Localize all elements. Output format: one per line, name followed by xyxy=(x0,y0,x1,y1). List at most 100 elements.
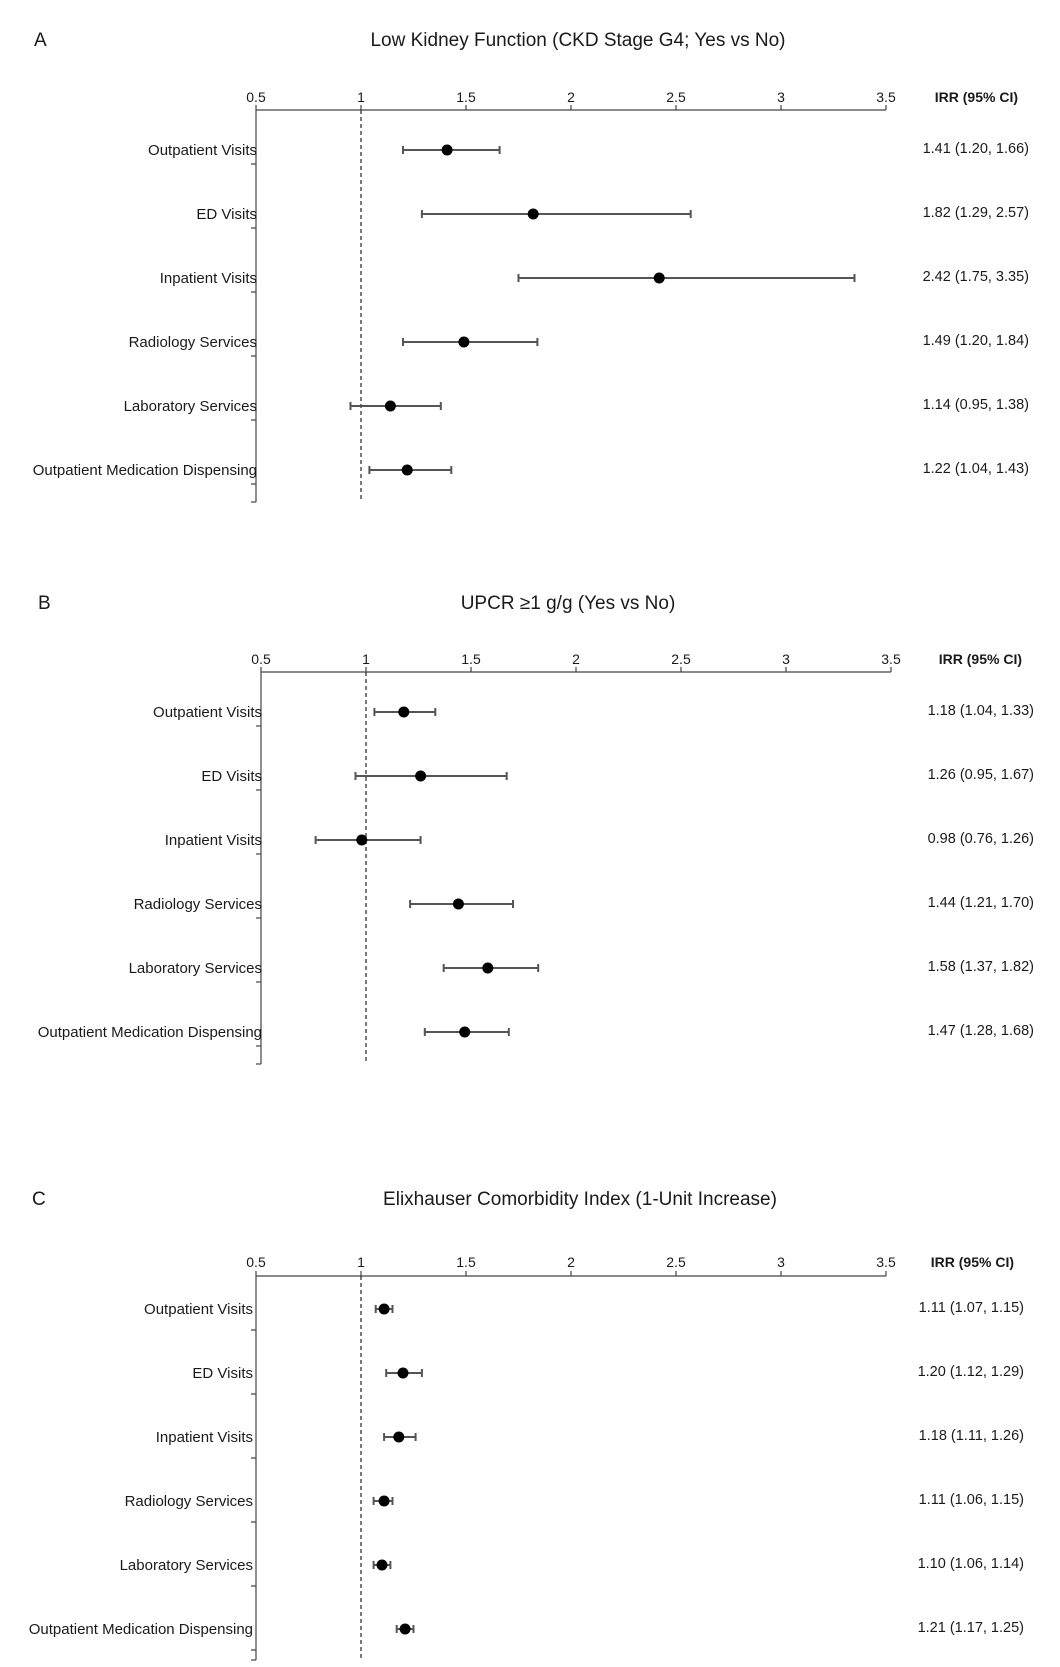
panel-title: Low Kidney Function (CKD Stage G4; Yes v… xyxy=(370,30,785,51)
category-label: Laboratory Services xyxy=(124,398,257,415)
panel-title: UPCR ≥1 g/g (Yes vs No) xyxy=(461,593,676,614)
forest-row: Radiology Services 1.11 (1.06, 1.15) xyxy=(125,1492,1024,1510)
category-label: Outpatient Medication Dispensing xyxy=(33,462,257,479)
point-estimate xyxy=(415,770,427,782)
x-tick-label: 0.5 xyxy=(251,651,271,667)
x-tick-label: 2.5 xyxy=(671,651,691,667)
point-estimate xyxy=(401,464,413,476)
x-tick-label: 1.5 xyxy=(461,651,481,667)
ci-value-label: 2.42 (1.75, 3.35) xyxy=(923,269,1029,285)
category-label: Radiology Services xyxy=(134,896,262,913)
forest-row: Radiology Services 1.44 (1.21, 1.70) xyxy=(134,895,1034,913)
point-estimate xyxy=(397,1367,409,1379)
category-label: Laboratory Services xyxy=(129,960,262,977)
forest-row: Outpatient Visits 1.18 (1.04, 1.33) xyxy=(153,703,1034,721)
point-estimate xyxy=(378,1495,390,1507)
category-label: ED Visits xyxy=(196,206,257,223)
x-tick-label: 2.5 xyxy=(666,1254,686,1270)
category-label: ED Visits xyxy=(192,1365,253,1382)
ci-value-label: 1.10 (1.06, 1.14) xyxy=(918,1556,1024,1572)
forest-row: Outpatient Medication Dispensing 1.47 (1.… xyxy=(38,1023,1034,1041)
point-estimate xyxy=(653,272,665,284)
forest-row: Outpatient Visits 1.11 (1.07, 1.15) xyxy=(144,1300,1024,1318)
forest-row: Inpatient Visits 2.42 (1.75, 3.35) xyxy=(160,269,1029,287)
panel-a: A Low Kidney Function (CKD Stage G4; Yes … xyxy=(33,30,1029,503)
ci-value-label: 1.26 (0.95, 1.67) xyxy=(928,767,1034,783)
point-estimate xyxy=(356,834,368,846)
ci-value-label: 1.18 (1.11, 1.26) xyxy=(919,1428,1024,1444)
x-tick-label: 2 xyxy=(567,89,575,105)
forest-row: Outpatient Visits 1.41 (1.20, 1.66) xyxy=(148,141,1029,159)
x-tick-label: 1.5 xyxy=(456,1254,476,1270)
panel-c: C Elixhauser Comorbidity Index (1-Unit In… xyxy=(29,1189,1024,1661)
point-estimate xyxy=(398,706,410,718)
x-tick-label: 3 xyxy=(777,89,785,105)
x-tick-label: 3.5 xyxy=(876,1254,896,1270)
point-estimate xyxy=(393,1431,405,1443)
x-tick-label: 3.5 xyxy=(876,89,896,105)
point-estimate xyxy=(482,962,494,974)
panel-label: B xyxy=(38,593,51,614)
point-estimate xyxy=(459,1026,471,1038)
ci-value-label: 1.82 (1.29, 2.57) xyxy=(923,205,1029,221)
forest-row: Radiology Services 1.49 (1.20, 1.84) xyxy=(129,333,1029,351)
forest-row: Outpatient Medication Dispensing 1.21 (1.… xyxy=(29,1620,1024,1638)
category-label: Outpatient Visits xyxy=(144,1301,253,1318)
category-label: Outpatient Visits xyxy=(148,142,257,159)
category-label: Inpatient Visits xyxy=(160,270,257,287)
x-tick-label: 3.5 xyxy=(881,651,901,667)
x-tick-label: 3 xyxy=(777,1254,785,1270)
category-label: Outpatient Medication Dispensing xyxy=(38,1024,262,1041)
point-estimate xyxy=(458,336,470,348)
ci-value-label: 1.49 (1.20, 1.84) xyxy=(923,333,1029,349)
forest-row: ED Visits 1.20 (1.12, 1.29) xyxy=(192,1364,1024,1382)
x-tick-label: 0.5 xyxy=(246,89,266,105)
point-estimate xyxy=(384,400,396,412)
category-label: Laboratory Services xyxy=(120,1557,253,1574)
ci-column-header: IRR (95% CI) xyxy=(939,651,1022,667)
point-estimate xyxy=(399,1623,411,1635)
forest-row: ED Visits 1.26 (0.95, 1.67) xyxy=(201,767,1034,785)
ci-value-label: 1.11 (1.06, 1.15) xyxy=(919,1492,1024,1508)
forest-row: Laboratory Services 1.58 (1.37, 1.82) xyxy=(129,959,1034,977)
ci-value-label: 1.44 (1.21, 1.70) xyxy=(928,895,1034,911)
point-estimate xyxy=(376,1559,388,1571)
panel-title: Elixhauser Comorbidity Index (1-Unit Inc… xyxy=(383,1189,777,1210)
ci-value-label: 1.18 (1.04, 1.33) xyxy=(928,703,1034,719)
category-label: Radiology Services xyxy=(125,1493,253,1510)
forest-row: ED Visits 1.82 (1.29, 2.57) xyxy=(196,205,1029,223)
category-label: Inpatient Visits xyxy=(165,832,262,849)
forest-row: Outpatient Medication Dispensing 1.22 (1.… xyxy=(33,461,1029,479)
forest-row: Inpatient Visits 1.18 (1.11, 1.26) xyxy=(156,1428,1024,1446)
panel-label: C xyxy=(32,1189,46,1210)
ci-value-label: 1.58 (1.37, 1.82) xyxy=(928,959,1034,975)
ci-value-label: 1.41 (1.20, 1.66) xyxy=(923,141,1029,157)
point-estimate xyxy=(527,208,539,220)
panel-label: A xyxy=(34,30,47,51)
point-estimate xyxy=(378,1303,390,1315)
ci-value-label: 1.21 (1.17, 1.25) xyxy=(918,1620,1024,1636)
category-label: Outpatient Visits xyxy=(153,704,262,721)
forest-row: Laboratory Services 1.10 (1.06, 1.14) xyxy=(120,1556,1024,1574)
forest-row: Inpatient Visits 0.98 (0.76, 1.26) xyxy=(165,831,1034,849)
x-tick-label: 3 xyxy=(782,651,790,667)
forest-row: Laboratory Services 1.14 (0.95, 1.38) xyxy=(124,397,1029,415)
ci-value-label: 1.22 (1.04, 1.43) xyxy=(923,461,1029,477)
x-tick-label: 0.5 xyxy=(246,1254,266,1270)
ci-value-label: 0.98 (0.76, 1.26) xyxy=(928,831,1034,847)
x-tick-label: 1 xyxy=(357,89,365,105)
x-tick-label: 2.5 xyxy=(666,89,686,105)
x-tick-label: 1 xyxy=(357,1254,365,1270)
point-estimate xyxy=(452,898,464,910)
category-label: ED Visits xyxy=(201,768,262,785)
category-label: Inpatient Visits xyxy=(156,1429,253,1446)
ci-column-header: IRR (95% CI) xyxy=(931,1254,1014,1270)
x-tick-label: 1.5 xyxy=(456,89,476,105)
ci-value-label: 1.14 (0.95, 1.38) xyxy=(923,397,1029,413)
point-estimate xyxy=(441,144,453,156)
panel-b: B UPCR ≥1 g/g (Yes vs No) 0.5 1 1.5 2 2.5 3 3.5 I… xyxy=(38,593,1034,1065)
x-tick-label: 2 xyxy=(567,1254,575,1270)
ci-value-label: 1.11 (1.07, 1.15) xyxy=(919,1300,1024,1316)
ci-value-label: 1.47 (1.28, 1.68) xyxy=(928,1023,1034,1039)
